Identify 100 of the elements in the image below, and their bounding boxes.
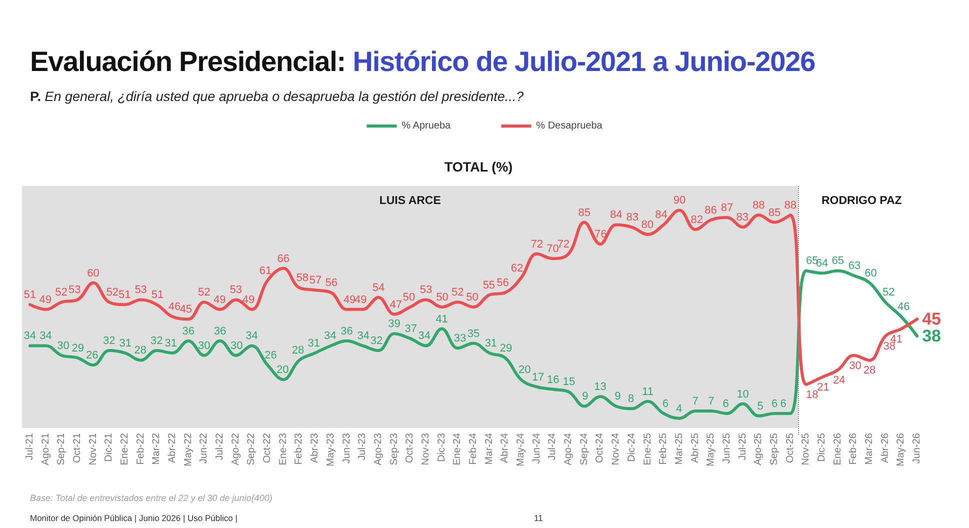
x-tick-label: Sep-22 — [246, 432, 258, 466]
data-label: 6 — [780, 398, 786, 410]
data-label: 30 — [57, 340, 70, 352]
data-label: 31 — [164, 337, 178, 350]
data-label: 30 — [849, 360, 862, 372]
data-label: 34 — [24, 330, 36, 342]
data-label: 49 — [354, 294, 367, 306]
x-tick-label: Jul-25 — [737, 432, 748, 460]
band-label: LUIS ARCE — [379, 195, 442, 207]
data-label: 54 — [372, 282, 385, 294]
data-label: 85 — [578, 206, 591, 219]
data-label: 90 — [673, 194, 686, 207]
data-label: 83 — [736, 212, 749, 224]
x-tick-label: Dic-25 — [816, 432, 828, 462]
data-label: 28 — [134, 344, 147, 357]
data-label: 28 — [863, 364, 876, 377]
x-tick-label: Mar-22 — [151, 432, 162, 465]
data-label: 37 — [404, 322, 418, 335]
data-label: 51 — [151, 289, 164, 302]
data-label: 51 — [118, 289, 131, 302]
x-tick-label: May-22 — [182, 432, 194, 466]
legend-label: % Aprueba — [402, 120, 452, 132]
data-label: 72 — [530, 238, 543, 250]
x-tick-label: Feb-25 — [658, 432, 670, 465]
data-label: 56 — [496, 276, 509, 289]
data-label: 45 — [922, 310, 941, 329]
data-label: 86 — [704, 204, 717, 216]
x-tick-label: Oct-25 — [784, 432, 796, 464]
data-label: 6 — [662, 398, 669, 410]
data-label: 34 — [324, 330, 336, 342]
data-label: 16 — [546, 374, 560, 386]
data-label: 50 — [466, 292, 478, 304]
data-label: 31 — [119, 337, 132, 350]
x-tick-label: Jun-25 — [721, 432, 732, 464]
data-label: 39 — [388, 318, 400, 330]
x-tick-label: Jul-21 — [24, 432, 36, 460]
x-tick-label: Jul-23 — [357, 432, 368, 460]
data-label: 7 — [692, 396, 698, 408]
data-label: 50 — [402, 292, 416, 304]
x-tick-label: May-26 — [896, 432, 907, 466]
data-label: 52 — [882, 286, 895, 299]
data-label: 53 — [68, 284, 81, 296]
data-label: 82 — [690, 214, 704, 226]
data-label: 4 — [676, 402, 682, 415]
x-tick-label: May-23 — [325, 432, 336, 466]
x-tick-label: Ene-22 — [119, 432, 130, 466]
data-label: 72 — [557, 238, 570, 250]
data-label: 21 — [817, 382, 830, 394]
x-tick-label: Oct-24 — [594, 432, 606, 464]
x-tick-label: Ago-25 — [753, 432, 764, 466]
x-tick-label: Feb-22 — [135, 432, 146, 465]
data-label: 60 — [87, 267, 100, 280]
data-label: 49 — [214, 294, 226, 306]
data-label: 38 — [883, 340, 896, 353]
data-label: 49 — [39, 294, 52, 306]
data-label: 26 — [86, 350, 98, 362]
data-label: 17 — [532, 371, 544, 384]
x-tick-label: Sep-23 — [388, 432, 400, 466]
data-label: 66 — [277, 252, 290, 265]
x-tick-label: Abr-24 — [500, 432, 511, 464]
x-tick-label: Nov-24 — [610, 432, 622, 466]
data-label: 34 — [40, 330, 52, 342]
data-label: 15 — [562, 376, 576, 388]
data-label: 29 — [500, 342, 512, 354]
data-label: 46 — [898, 301, 910, 314]
data-label: 9 — [582, 390, 588, 403]
x-tick-label: Feb-26 — [848, 432, 860, 465]
data-label: 36 — [214, 325, 226, 338]
data-label: 5 — [757, 400, 764, 412]
data-label: 53 — [134, 284, 147, 296]
x-tick-label: Jun-23 — [341, 432, 352, 464]
x-tick-label: Ene-24 — [452, 432, 464, 466]
x-tick-label: Jun-26 — [912, 432, 923, 464]
data-label: 47 — [390, 298, 402, 311]
data-label: 62 — [510, 262, 524, 274]
x-tick-label: Jul-22 — [214, 432, 226, 460]
data-label: 70 — [546, 243, 559, 256]
data-label: 20 — [276, 364, 289, 376]
data-label: 20 — [518, 364, 531, 376]
data-label: 50 — [436, 292, 448, 304]
data-label: 49 — [242, 294, 255, 306]
x-tick-label: Ene-25 — [642, 432, 654, 466]
text: TOTAL (%) — [444, 160, 513, 174]
x-tick-label: Oct-23 — [404, 432, 416, 464]
x-tick-label: Sep-25 — [769, 432, 780, 466]
x-tick-label: Nov-23 — [420, 432, 432, 466]
data-label: 30 — [198, 340, 210, 352]
data-label: 6 — [722, 398, 729, 410]
data-label: 83 — [626, 212, 638, 224]
data-label: 63 — [848, 260, 861, 272]
data-label: 34 — [418, 330, 430, 342]
text: Base: Total de entrevistados entre el 22 y el 30 de junio(400) — [30, 492, 272, 504]
data-label: 32 — [103, 335, 116, 348]
x-tick-label: Ago-21 — [40, 432, 52, 466]
data-label: 34 — [246, 330, 258, 342]
x-tick-label: Dic-21 — [104, 432, 115, 462]
data-label: 6 — [771, 398, 778, 410]
data-label: 84 — [655, 209, 668, 222]
x-tick-label: Jul-24 — [547, 432, 558, 460]
data-label: 11 — [642, 386, 654, 398]
